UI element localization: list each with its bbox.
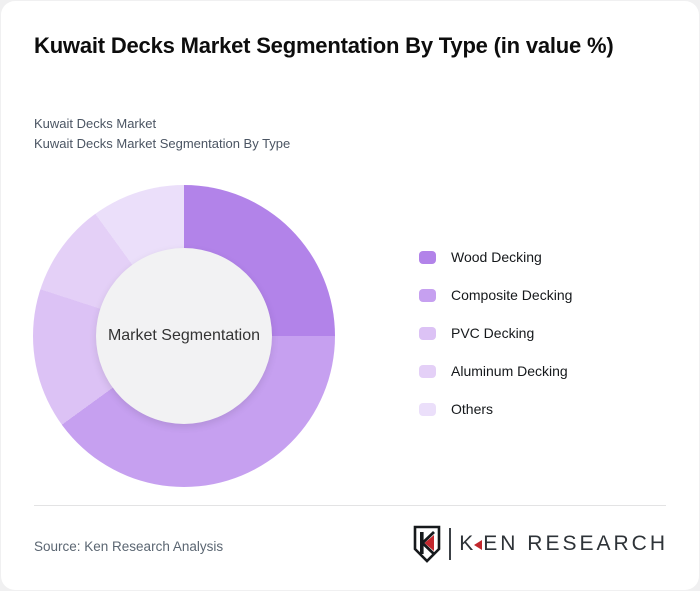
donut-center-label: Market Segmentation [107,327,261,344]
legend-item[interactable]: Wood Decking [419,238,572,276]
legend-item[interactable]: PVC Decking [419,314,572,352]
legend-item-label: Others [451,401,494,417]
donut-hole: Market Segmentation [96,248,272,424]
chart-legend: Wood Decking Composite Decking PVC Decki… [419,238,572,428]
legend-item-label: PVC Decking [451,325,535,341]
chart-subtitle: Kuwait Decks Market Kuwait Decks Market … [34,114,290,154]
ken-research-shield-icon [413,525,441,563]
subtitle-line-2: Kuwait Decks Market Segmentation By Type [34,136,291,151]
page-title: Kuwait Decks Market Segmentation By Type… [34,33,614,58]
legend-item-label: Composite Decking [451,287,573,303]
legend-item[interactable]: Aluminum Decking [419,352,572,390]
legend-swatch-icon [419,250,436,264]
logo-separator [449,528,452,560]
logo-rest: EN RESEARCH [483,532,668,555]
source-note: Source: Ken Research Analysis [34,539,224,554]
footer-divider [34,505,666,506]
legend-item-label: Aluminum Decking [451,363,568,379]
ken-research-logo: K EN RESEARCH [412,525,668,563]
logo-k: K [459,532,477,555]
logo-wordmark: K EN RESEARCH [459,532,668,556]
subtitle-line-1: Kuwait Decks Market [34,116,157,131]
legend-item[interactable]: Others [419,390,572,428]
legend-swatch-icon [419,364,436,378]
legend-swatch-icon [419,326,436,340]
legend-item[interactable]: Composite Decking [419,276,572,314]
legend-swatch-icon [419,402,436,416]
legend-swatch-icon [419,288,436,302]
logo-red-triangle-icon [474,539,483,550]
legend-item-label: Wood Decking [451,249,542,265]
